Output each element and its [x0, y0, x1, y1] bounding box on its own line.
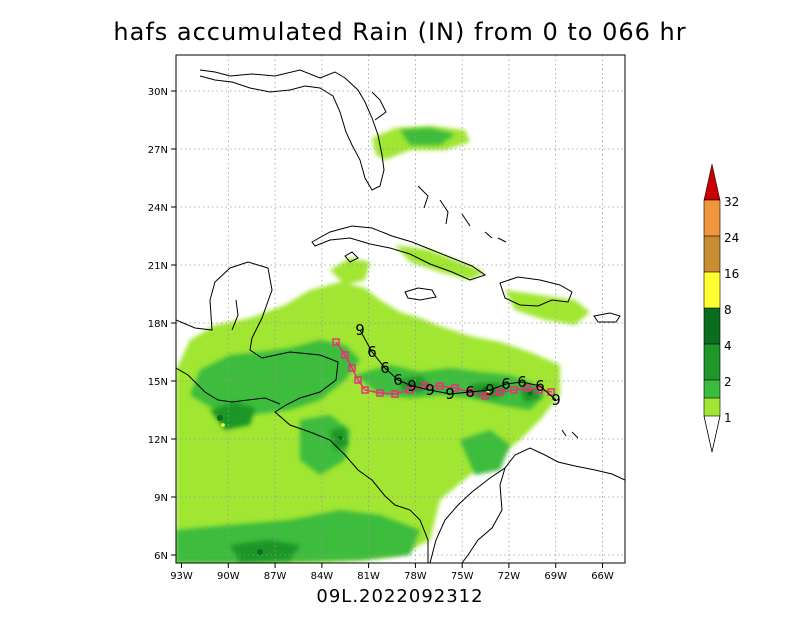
colorbar-swatch	[704, 218, 720, 236]
lat-label: 9N	[154, 493, 168, 504]
run-identifier: 09L.2022092312	[316, 586, 484, 607]
svg-text:9: 9	[445, 385, 455, 403]
colorbar-label: 32	[724, 195, 739, 209]
colorbar-label: 8	[724, 303, 732, 317]
svg-text:6: 6	[393, 371, 403, 389]
lon-label: 93W	[170, 571, 193, 582]
lon-label: 69W	[544, 571, 567, 582]
lon-label: 78W	[404, 571, 427, 582]
forecast-track: 96 66 96 99 96 66 9	[355, 321, 561, 409]
svg-text:9: 9	[407, 377, 417, 395]
tick-marks	[171, 90, 603, 568]
coastlines	[176, 69, 625, 563]
svg-text:6: 6	[380, 359, 390, 377]
colorbar-label: 24	[724, 231, 739, 245]
lat-label: 12N	[148, 435, 168, 446]
colorbar-swatch	[704, 200, 720, 218]
svg-text:9: 9	[485, 381, 495, 399]
colorbar-swatch	[704, 236, 720, 272]
colorbar-label: 4	[724, 339, 732, 353]
lon-label: 84W	[311, 571, 334, 582]
lat-label: 6N	[154, 551, 168, 562]
svg-text:9: 9	[425, 381, 435, 399]
map-title: hafs accumulated Rain (IN) from 0 to 066…	[113, 18, 687, 46]
lon-label: 75W	[451, 571, 474, 582]
lat-label: 30N	[148, 87, 168, 98]
colorbar-cap-top	[703, 163, 721, 201]
lon-label: 87W	[264, 571, 287, 582]
colorbar-swatch	[704, 272, 720, 308]
latitude-labels: 30N 27N 24N 21N 18N 15N 12N 9N 6N	[148, 87, 168, 562]
lon-label: 72W	[498, 571, 521, 582]
lon-label: 81W	[357, 571, 380, 582]
graticule	[176, 55, 625, 563]
colorbar-label: 16	[724, 267, 739, 281]
colorbar-label: 2	[724, 375, 732, 389]
lat-label: 27N	[148, 145, 168, 156]
lat-label: 18N	[148, 319, 168, 330]
longitude-labels: 93W 90W 87W 84W 81W 78W 75W 72W 69W 66W	[170, 571, 614, 582]
rainfall-shading	[176, 126, 590, 563]
svg-text:6: 6	[535, 377, 545, 395]
svg-text:9: 9	[551, 391, 561, 409]
svg-text:6: 6	[367, 343, 377, 361]
lon-label: 66W	[591, 571, 614, 582]
colorbar-label: 1	[724, 411, 732, 425]
svg-text:6: 6	[465, 383, 475, 401]
svg-text:9: 9	[355, 321, 365, 339]
lon-label: 90W	[217, 571, 240, 582]
lat-label: 24N	[148, 203, 168, 214]
svg-text:6: 6	[517, 373, 527, 391]
colorbar: 1 2 4 8 16 24 32	[703, 163, 739, 453]
svg-text:6: 6	[501, 375, 511, 393]
colorbar-cap-bottom	[703, 415, 721, 453]
map-frame	[175, 54, 626, 564]
colorbar-swatch	[704, 308, 720, 344]
colorbar-swatch	[704, 398, 720, 416]
lat-label: 21N	[148, 261, 168, 272]
lat-label: 15N	[148, 377, 168, 388]
